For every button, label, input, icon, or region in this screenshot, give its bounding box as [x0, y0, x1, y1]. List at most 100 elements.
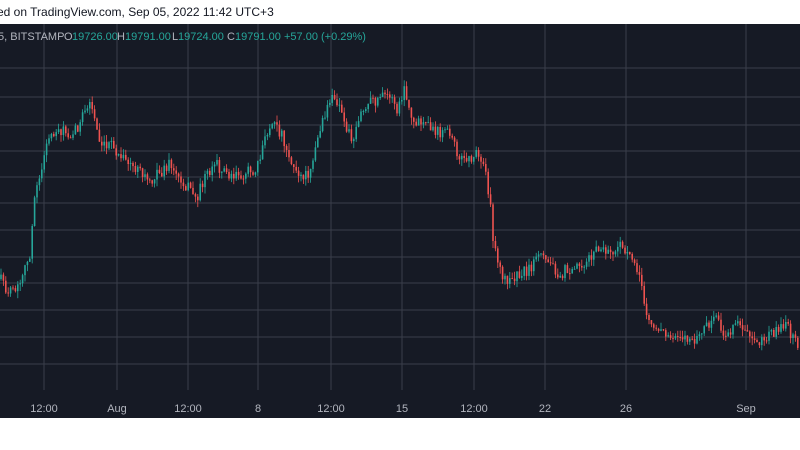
candle-body [477, 150, 480, 157]
candle-body [199, 183, 201, 201]
candle-body [797, 337, 799, 348]
candle-body [422, 122, 425, 125]
candle-body [405, 86, 408, 100]
candle-body [127, 159, 129, 164]
candle-body [473, 156, 475, 162]
candle-body [403, 86, 405, 100]
candle-body [93, 109, 96, 119]
candle-body [98, 129, 101, 142]
candles [0, 80, 799, 351]
candle-body [276, 122, 278, 125]
candle-body [535, 256, 537, 260]
candle-body [355, 126, 357, 140]
candle-body [528, 264, 530, 276]
candle-body [595, 246, 597, 252]
candle-body [110, 140, 113, 143]
candle-body [758, 342, 761, 346]
candle-body [715, 315, 717, 317]
candle-body [614, 251, 617, 255]
candle-body [5, 280, 7, 293]
candle-body [609, 249, 612, 253]
candle-body [329, 102, 331, 105]
candle-body [578, 263, 581, 266]
candle-body [686, 335, 689, 342]
candle-body [765, 340, 768, 342]
candle-body [453, 137, 456, 142]
candle-body [585, 261, 588, 267]
candle-body [79, 122, 81, 132]
candle-body [547, 259, 549, 263]
header-bar: ed on TradingView.com, Sep 05, 2022 11:4… [0, 0, 800, 24]
candle-body [115, 148, 117, 156]
candle-body [391, 97, 393, 99]
x-tick-label: 26 [620, 403, 632, 415]
candle-body [727, 332, 729, 336]
gridlines [0, 24, 800, 390]
candle-body [780, 324, 782, 332]
x-tick-label: Sep [736, 403, 756, 415]
candle-body [494, 241, 497, 249]
chart-area[interactable]: 5, BITSTAMP O 19726.00 H 19791.00 L 1972… [0, 24, 800, 418]
candle-body [566, 265, 569, 274]
candle-body [281, 130, 283, 137]
candle-body [425, 122, 427, 124]
candle-body [170, 159, 173, 169]
candle-body [343, 112, 345, 122]
candle-body [345, 121, 348, 132]
candle-body [497, 248, 499, 263]
candle-body [492, 204, 494, 241]
candle-body [398, 101, 401, 114]
candle-body [96, 118, 98, 130]
candle-body [139, 166, 141, 169]
candle-body [768, 331, 770, 341]
candle-body [396, 103, 398, 114]
candle-body [367, 103, 369, 110]
candle-body [194, 194, 197, 197]
candle-body [312, 160, 314, 169]
candle-body [662, 329, 665, 331]
candle-body [389, 94, 391, 98]
candle-body [319, 131, 321, 138]
candle-body [475, 150, 477, 157]
candle-body [518, 271, 521, 278]
candle-body [129, 162, 132, 164]
candle-body [751, 336, 753, 339]
candle-body [259, 159, 261, 161]
candle-body [187, 182, 189, 191]
candle-body [333, 95, 336, 100]
candle-body [309, 168, 312, 178]
candle-body [787, 322, 789, 324]
x-tick-label: 15 [396, 403, 408, 415]
candle-body [165, 165, 168, 171]
candle-body [324, 117, 326, 119]
legend-c-label: C [227, 31, 235, 43]
header-text: ed on TradingView.com, Sep 05, 2022 11:4… [0, 5, 274, 19]
candle-body [297, 170, 300, 176]
candle-body [386, 94, 389, 96]
candle-body [211, 166, 213, 175]
candle-body [41, 169, 43, 179]
candle-body [530, 264, 533, 272]
candle-body [732, 324, 734, 335]
candle-body [569, 273, 571, 275]
candle-body [12, 287, 14, 289]
candle-body [458, 156, 461, 160]
candle-body [151, 180, 153, 184]
candle-body [693, 338, 696, 344]
candle-body [655, 327, 657, 329]
candle-body [103, 141, 105, 146]
candle-body [341, 104, 343, 113]
candle-body [269, 128, 271, 135]
candle-body [223, 168, 225, 172]
candle-body [516, 271, 518, 282]
candle-body [432, 126, 434, 131]
x-tick-label: 22 [539, 403, 551, 415]
candle-body [756, 340, 758, 343]
candle-body [775, 327, 777, 337]
candle-body [449, 128, 451, 136]
candle-body [696, 336, 698, 344]
candle-body [245, 173, 247, 179]
candlestick-chart[interactable]: 5, BITSTAMP O 19726.00 H 19791.00 L 1972… [0, 24, 800, 418]
candle-body [597, 246, 600, 252]
x-tick-label: Aug [107, 403, 127, 415]
